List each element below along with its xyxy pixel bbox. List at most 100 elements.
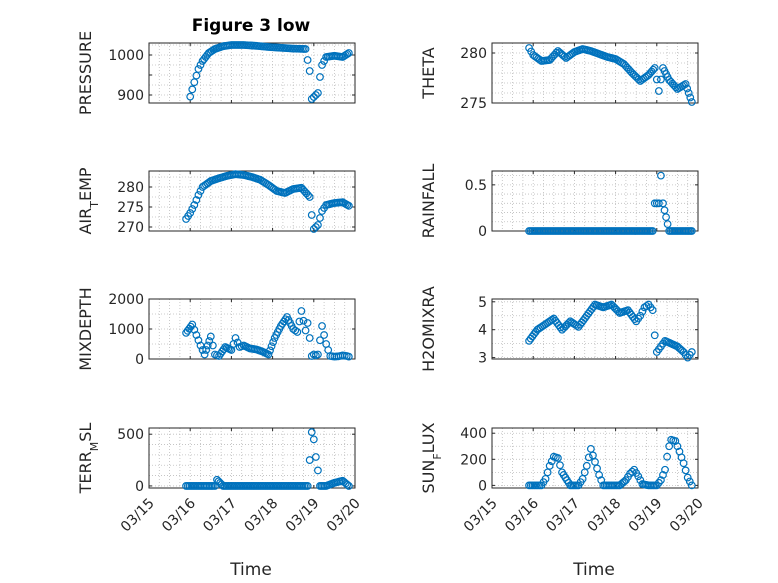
x-axis-title-right: Time <box>572 560 615 580</box>
y-axis-label: AIRTEMP <box>76 167 101 234</box>
figure-title: Figure 3 low <box>192 16 311 36</box>
x-tick-label: 03/15 <box>461 495 501 535</box>
axes-box <box>491 42 699 104</box>
subplot-7: 0 500 03/15 03/16 03/17 03/18 03/19 03/20 TERRMS… <box>76 423 364 536</box>
data-point <box>344 201 353 210</box>
data-point <box>683 84 692 93</box>
data-point <box>316 214 324 222</box>
data-point <box>309 435 318 444</box>
data-point <box>344 49 353 57</box>
data-point <box>194 191 203 199</box>
subplot-1: 900 1000 PRESSURE <box>76 31 356 115</box>
data-point <box>196 341 205 350</box>
x-tick-label: 03/20 <box>324 495 364 535</box>
data-point <box>311 91 320 99</box>
data-point <box>560 52 569 61</box>
y-tick-label: 275 <box>117 200 144 216</box>
data-point <box>586 444 595 453</box>
data-point <box>205 337 214 345</box>
data-point <box>344 482 353 490</box>
data-point <box>203 341 212 350</box>
data-point <box>231 334 240 342</box>
y-axis-label: H2OMIXRA <box>419 286 438 372</box>
y-tick-label: 270 <box>117 220 144 236</box>
data-point <box>636 311 645 320</box>
y-tick-label: 275 <box>460 96 487 112</box>
subplot-2: 275 280 THETA <box>419 42 699 112</box>
x-tick-label: 03/17 <box>200 495 240 535</box>
data-point <box>291 326 300 335</box>
axes-box <box>148 170 356 232</box>
data-point <box>305 456 314 464</box>
data-point <box>630 315 639 323</box>
data-point <box>301 45 310 53</box>
data-point <box>314 221 322 229</box>
y-tick-label: 280 <box>117 180 144 196</box>
data-point <box>554 454 562 462</box>
subplot-8: 0 200 400 03/15 03/16 03/17 03/18 03/19 03/20 SUN… <box>419 422 707 535</box>
data-point <box>200 350 209 359</box>
x-tick-label: 03/18 <box>585 495 625 535</box>
data-point <box>316 336 324 345</box>
data-point <box>654 199 663 208</box>
data-point <box>597 476 606 485</box>
subplot-5: 0 1000 2000 MIXDEPTH <box>76 287 356 371</box>
data-point <box>687 98 696 106</box>
data-point <box>660 206 669 215</box>
data-point <box>269 338 278 347</box>
data-point <box>545 461 554 470</box>
axes-box <box>491 298 699 360</box>
data-point <box>194 336 203 345</box>
data-point <box>663 452 671 461</box>
data-point <box>208 341 217 350</box>
data-point <box>266 346 274 355</box>
data-point <box>190 78 199 87</box>
data-point <box>642 302 651 310</box>
data-point <box>301 326 310 335</box>
subplot-4: 0 0.5 RAINFALL <box>419 164 699 240</box>
data-point <box>662 213 670 222</box>
subplot-3: 270 275 280 AIRTEMP <box>76 167 356 236</box>
data-point <box>638 307 647 316</box>
data-point <box>681 466 690 475</box>
data-point <box>547 457 556 466</box>
y-axis-label: RAINFALL <box>419 164 438 239</box>
data-point <box>634 472 643 481</box>
data-point <box>297 307 306 315</box>
y-axis-label: THETA <box>419 47 438 99</box>
data-point <box>264 350 273 359</box>
data-point <box>650 331 659 340</box>
data-point <box>683 473 692 482</box>
data-point <box>556 323 565 332</box>
x-tick-label: 03/18 <box>242 495 282 535</box>
data-point <box>309 225 318 233</box>
data-point <box>190 325 199 334</box>
data-point <box>552 48 561 57</box>
data-point <box>186 92 195 101</box>
y-tick-label: 1000 <box>108 48 144 64</box>
data-point <box>582 461 591 470</box>
y-tick-label: 1000 <box>108 322 144 338</box>
data-point <box>648 306 657 315</box>
data-point <box>307 428 316 437</box>
x-tick-label: 03/16 <box>159 495 199 535</box>
x-tick-label: 03/20 <box>667 495 707 535</box>
x-axis-title-left: Time <box>229 560 272 580</box>
data-point <box>681 80 690 88</box>
data-point <box>316 73 324 81</box>
x-tick-label: 03/15 <box>118 495 158 535</box>
data-point <box>196 187 205 195</box>
data-point <box>309 93 318 101</box>
data-point <box>307 95 316 103</box>
data-point <box>686 93 695 102</box>
data-point <box>657 476 665 485</box>
data-point <box>595 471 604 479</box>
y-axis-label: PRESSURE <box>76 31 95 115</box>
data-point <box>188 320 197 329</box>
y-tick-label: 3 <box>478 351 487 367</box>
data-point <box>648 227 657 235</box>
y-tick-label: 0 <box>135 352 144 368</box>
data-point <box>679 459 688 468</box>
data-point <box>314 466 322 475</box>
